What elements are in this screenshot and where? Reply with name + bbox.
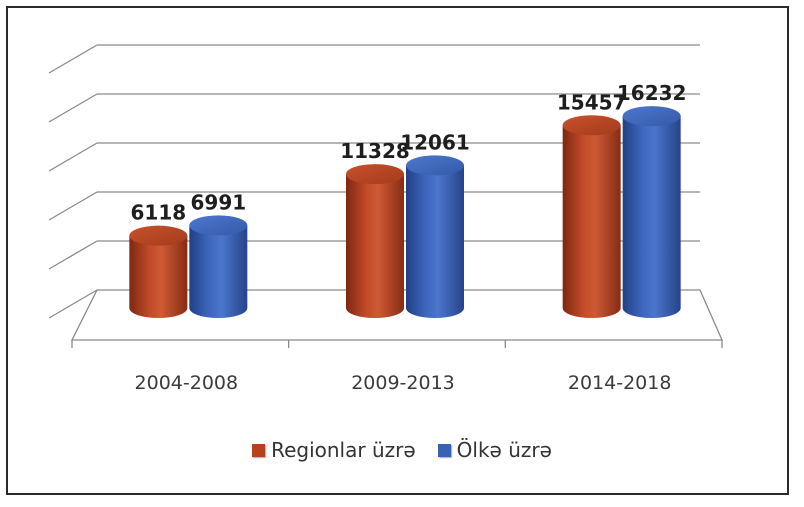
category-labels: 2004-2008 2009-2013 2014-2018 [135,372,672,394]
bar-country-2009-2013 [406,155,464,318]
bar-top [406,155,464,176]
floor-side [48,289,98,319]
bars [129,106,681,319]
bar-country-2014-2018 [622,106,681,319]
legend-item-country: Ölkə üzrə [437,438,552,462]
gridline-side [48,44,98,74]
value-label-country-2014-2018: 16232 [617,81,687,105]
legend-item-regions: Regionlar üzrə [252,438,416,462]
bar-body [622,116,681,319]
bar-body [406,165,464,318]
legend-label-country: Ölkə üzrə [456,438,552,462]
value-label-country-2009-2013: 12061 [400,130,470,154]
value-label-country-2004-2008: 6991 [190,190,246,214]
value-label-regions-2004-2008: 6118 [130,201,186,225]
category-label-2004-2008: 2004-2008 [135,372,239,394]
bar-regions-2014-2018 [562,115,621,319]
bar-body [562,125,621,319]
gridline-side [48,191,98,221]
bar-body [189,225,248,318]
gridline-side [48,240,98,270]
category-label-2009-2013: 2009-2013 [351,372,455,394]
bar-top [129,225,188,246]
value-label-regions-2009-2013: 11328 [340,139,410,163]
gridline-side [48,142,98,172]
bar-country-2004-2008 [189,215,248,318]
gridline-side [48,93,98,123]
legend-swatch-regions [252,443,266,457]
bar-body [129,235,188,318]
bar-top [562,115,621,136]
category-label-2014-2018: 2014-2018 [568,372,672,394]
bar-top [189,215,248,236]
value-label-regions-2014-2018: 15457 [557,90,627,114]
bar-regions-2009-2013 [346,164,404,318]
legend-swatch-country [437,443,451,457]
legend-label-regions: Regionlar üzrə [271,438,416,462]
bar-regions-2004-2008 [129,225,188,318]
bar-top [622,106,681,127]
bar-top [346,164,404,185]
bar-body [346,174,404,318]
legend: Regionlar üzrə Ölkə üzrə [0,437,804,463]
